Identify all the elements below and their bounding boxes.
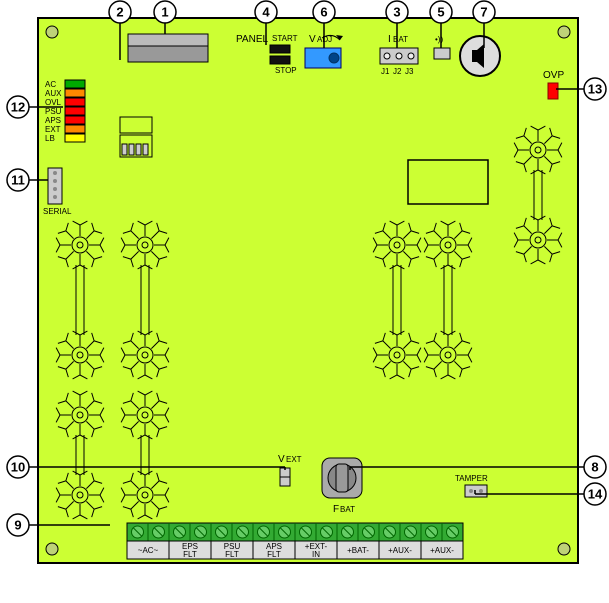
svg-text:~AC~: ~AC~ (138, 546, 159, 555)
start-switch (270, 45, 290, 53)
svg-text:FLT: FLT (183, 550, 197, 559)
status-led (65, 125, 85, 133)
svg-text:START: START (272, 34, 298, 43)
svg-text:AUX: AUX (45, 89, 62, 98)
tamper-header (465, 485, 487, 497)
pcb-board (38, 18, 578, 563)
callout-number: 6 (320, 5, 327, 20)
svg-text:V: V (278, 454, 285, 465)
callout-number: 5 (437, 5, 444, 20)
svg-text:BAT: BAT (393, 35, 408, 44)
svg-text:PSU: PSU (45, 107, 62, 116)
callout-number: 7 (480, 5, 487, 20)
callout-number: 12 (11, 100, 25, 115)
stop-switch (270, 56, 290, 64)
mounting-hole (558, 543, 570, 555)
ovp-led (548, 83, 558, 99)
svg-text:OVL: OVL (45, 98, 62, 107)
svg-text:V: V (309, 34, 316, 45)
svg-text:APS: APS (45, 116, 61, 125)
callout-number: 8 (591, 460, 598, 475)
buzzer-icon (460, 36, 500, 76)
svg-text:J3: J3 (405, 67, 414, 76)
svg-text:•)): •)) (435, 35, 443, 44)
status-led (65, 80, 85, 88)
callout-number: 1 (161, 5, 168, 20)
svg-text:J2: J2 (393, 67, 402, 76)
callout-number: 13 (588, 82, 602, 97)
pcb-diagram: PANELSTARTSTOPVADJIBATJ1J2J3•))OVPACAUXO… (0, 0, 609, 603)
svg-text:SERIAL: SERIAL (43, 207, 72, 216)
callout-number: 10 (11, 460, 25, 475)
mounting-hole (46, 26, 58, 38)
status-led (65, 116, 85, 124)
status-led (65, 98, 85, 106)
svg-text:I: I (388, 34, 391, 45)
sound-pads (434, 48, 450, 59)
callout-number: 9 (14, 518, 21, 533)
svg-text:+AUX-: +AUX- (430, 546, 454, 555)
svg-text:TAMPER: TAMPER (455, 474, 488, 483)
callout-number: 4 (262, 5, 270, 20)
svg-text:PANEL: PANEL (236, 34, 268, 45)
status-led (65, 134, 85, 142)
svg-text:FLT: FLT (267, 550, 281, 559)
svg-text:J1: J1 (381, 67, 390, 76)
callout-number: 11 (11, 173, 25, 188)
svg-text:LB: LB (45, 134, 55, 143)
mounting-hole (46, 543, 58, 555)
svg-text:EXT: EXT (45, 125, 61, 134)
svg-text:EXT: EXT (286, 455, 302, 464)
callout-number: 14 (588, 487, 603, 502)
callout-number: 3 (393, 5, 400, 20)
svg-text:OVP: OVP (543, 70, 564, 81)
svg-text:IN: IN (312, 550, 320, 559)
svg-text:+AUX-: +AUX- (388, 546, 412, 555)
callout-number: 2 (116, 5, 123, 20)
svg-text:STOP: STOP (275, 66, 297, 75)
svg-text:+BAT-: +BAT- (347, 546, 369, 555)
mounting-hole (558, 26, 570, 38)
svg-text:FLT: FLT (225, 550, 239, 559)
svg-text:F: F (333, 504, 339, 515)
status-led (65, 107, 85, 115)
svg-text:AC: AC (45, 80, 56, 89)
status-led (65, 89, 85, 97)
svg-text:BAT: BAT (340, 505, 355, 514)
